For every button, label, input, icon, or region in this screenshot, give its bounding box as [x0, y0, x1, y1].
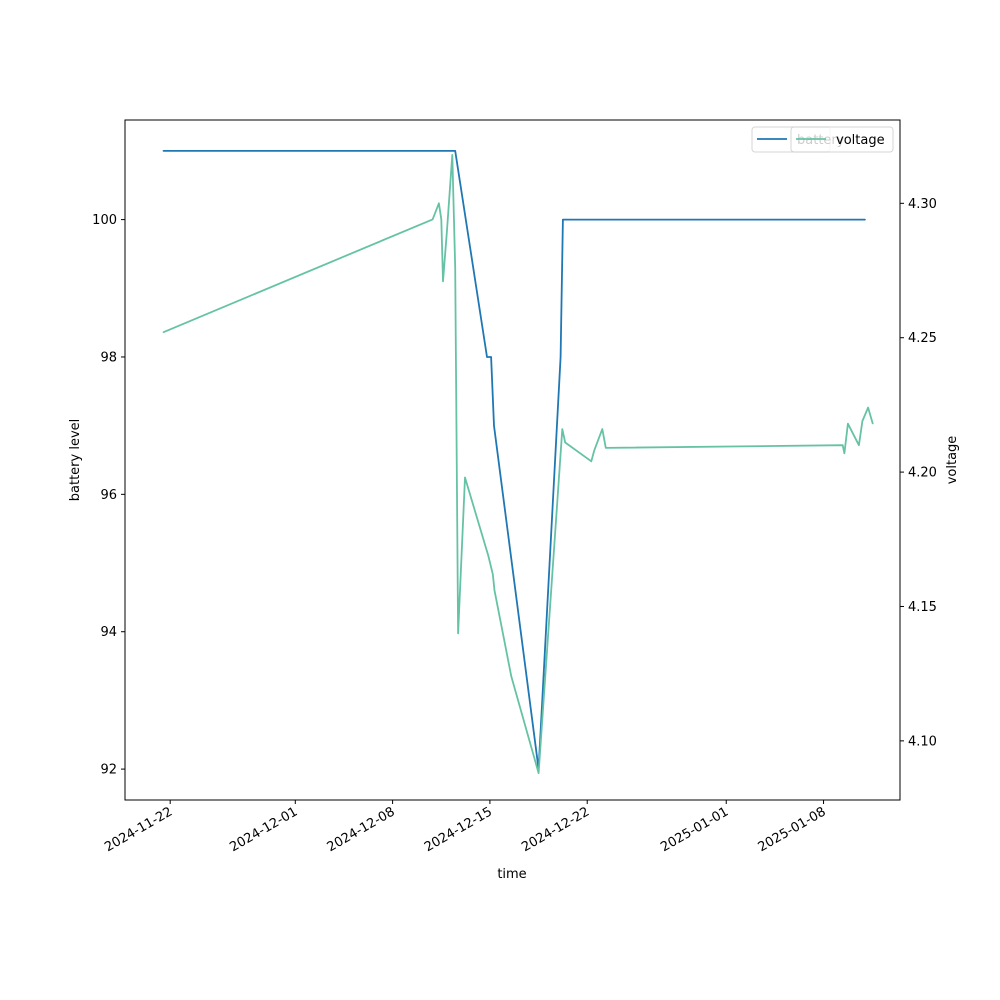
voltage-point-15 — [561, 428, 563, 430]
x-tick-label-3: 2024-12-15 — [422, 804, 495, 855]
voltage-point-16 — [564, 441, 566, 444]
y-left-tick-label-3: 98 — [100, 350, 117, 365]
series-layer — [162, 149, 874, 774]
x-axis-label: time — [497, 867, 526, 882]
voltage-point-0 — [162, 331, 164, 333]
battery-point-7 — [562, 219, 564, 221]
voltage-point-4 — [442, 280, 444, 282]
x-axis-ticks: 2024-11-22 2024-12-01 2024-12-08 2024-12-15… — [102, 800, 829, 855]
battery-point-3 — [490, 356, 492, 358]
y-left-axis-ticks: 92 94 96 98 100 — [92, 213, 125, 778]
y-right-axis-label: voltage — [945, 436, 960, 485]
voltage-point-20 — [605, 447, 607, 449]
voltage-point-18 — [593, 450, 595, 452]
voltage-point-13 — [510, 675, 512, 678]
plot-frame — [124, 119, 901, 801]
voltage-point-12 — [493, 589, 496, 592]
battery-point-2 — [486, 356, 488, 358]
x-tick-label-2: 2024-12-08 — [325, 804, 398, 855]
voltage-point-6 — [451, 154, 453, 156]
voltage-point-21 — [842, 444, 844, 446]
battery-point-4 — [493, 425, 495, 427]
voltage-point-25 — [861, 420, 864, 422]
voltage-point-19 — [601, 428, 603, 430]
battery-point-0 — [162, 150, 164, 152]
battery-point-6 — [560, 356, 562, 358]
voltage-point-10 — [487, 554, 489, 557]
voltage-point-8 — [457, 632, 459, 635]
voltage-point-7 — [454, 267, 456, 269]
voltage-point-3 — [440, 218, 442, 220]
y-left-tick-label-4: 100 — [92, 213, 117, 228]
voltage-point-27 — [872, 423, 874, 425]
y-left-tick-label-2: 96 — [100, 488, 117, 503]
voltage-point-22 — [843, 452, 846, 454]
voltage-point-5 — [446, 229, 448, 231]
voltage-point-2 — [438, 202, 440, 204]
legend-voltage: voltage — [790, 126, 894, 153]
y-left-axis-label: battery level — [68, 419, 83, 502]
x-tick-label-0: 2024-11-22 — [102, 804, 175, 855]
y-right-tick-label-0: 4.10 — [908, 734, 937, 749]
battery-point-8 — [864, 219, 866, 221]
voltage-point-23 — [847, 423, 849, 425]
battery-point-1 — [454, 150, 456, 152]
y-right-axis-ticks: 4.10 4.15 4.20 4.25 4.30 — [900, 197, 937, 749]
x-tick-label-1: 2024-12-01 — [227, 804, 300, 855]
voltage-point-9 — [464, 476, 466, 479]
voltage-point-1 — [432, 218, 434, 220]
y-left-tick-label-1: 94 — [100, 625, 117, 640]
y-right-tick-label-1: 4.15 — [908, 600, 937, 615]
y-right-tick-label-2: 4.20 — [908, 466, 937, 481]
y-right-tick-label-4: 4.30 — [908, 197, 937, 212]
voltage-point-14 — [538, 772, 540, 774]
voltage-point-24 — [858, 444, 860, 446]
legend-voltage-label: voltage — [836, 133, 885, 148]
y-right-tick-label-3: 4.25 — [908, 331, 937, 346]
y-left-tick-label-0: 92 — [100, 763, 117, 778]
voltage-point-11 — [492, 573, 494, 575]
voltage-point-17 — [590, 460, 592, 462]
plot-area — [125, 120, 900, 800]
legend-voltage-box — [790, 126, 894, 153]
x-tick-label-5: 2025-01-01 — [658, 804, 731, 855]
series-line-voltage — [162, 153, 874, 774]
x-tick-label-6: 2025-01-08 — [756, 804, 829, 855]
x-tick-label-4: 2024-12-22 — [519, 804, 592, 855]
voltage-point-26 — [867, 407, 869, 409]
